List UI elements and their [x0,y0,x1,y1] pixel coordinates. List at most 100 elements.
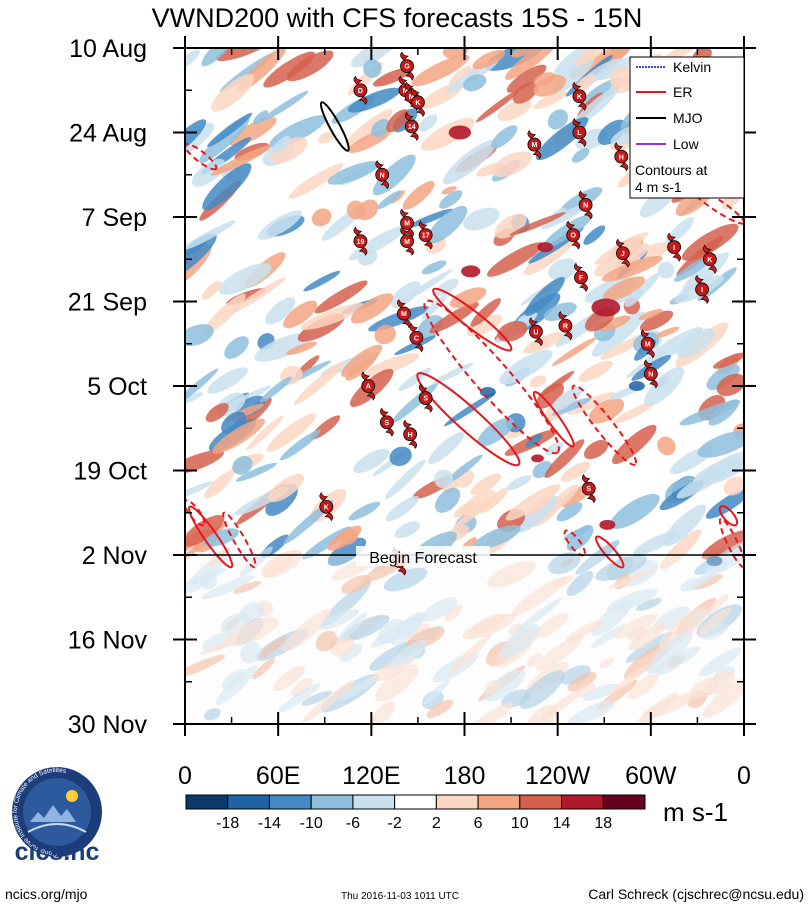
cyclone-icon [614,149,629,164]
colorbar-label: -18 [216,815,239,832]
anomaly-blob [712,352,744,369]
anomaly-blob [571,148,590,163]
anomaly-blob [267,473,304,503]
colorbar: -18 -14 -10 -6 -2 2 6 10 14 18 [185,794,646,832]
cyclone-icon [529,324,543,339]
y-tick-label: 2 Nov [82,542,148,570]
cyclone-tail-icon [572,81,587,111]
anomaly-blob [207,367,248,394]
storm-letter: G [404,64,410,71]
cyclone-icon [702,252,717,267]
cyclone-icon [558,318,573,333]
cyclone-tail-icon [527,129,542,160]
colorbar-unit: m s-1 [663,797,728,827]
cyclone-tail-icon [400,51,414,81]
storm-letter: N [583,203,588,210]
footer-timestamp: Thu 2016-11-03 1011 UTC [341,891,459,902]
cyclone-icon [353,234,368,249]
anomaly-blob [212,418,266,454]
colorbar-swatch [561,794,604,810]
anomaly-blob [486,242,544,277]
footer-url: ncics.org/mjo [5,886,88,902]
cyclone-tail-icon [379,407,394,437]
anomaly-blob [512,82,538,104]
er-contour [688,185,744,225]
anomaly-blob [442,48,471,59]
storm-letter: H [408,432,413,439]
anomaly-blob [505,48,558,80]
anomaly-blob [613,402,655,424]
cyclone-icon [397,306,411,321]
anomaly-blob [427,205,468,244]
anomaly-blob [611,424,657,465]
anomaly-blob [288,163,344,199]
y-tick-label: 10 Aug [69,35,147,63]
er-contour [185,142,218,171]
anomaly-blob [452,495,498,530]
anomaly-blob [371,119,391,137]
anomaly-blob [318,132,334,144]
storm-letter: R [563,323,568,330]
colorbar-swatch [394,794,437,810]
cyclone-icon [695,282,709,297]
anomaly-blob [697,430,744,458]
storm-marker: I [667,232,682,262]
anomaly-blob [350,293,394,324]
cyclone-icon [574,270,588,285]
anomaly-blob [444,392,496,427]
legend-mjo-label: MJO [673,110,703,126]
anomaly-blob [341,344,383,378]
cyclone-icon [409,330,424,345]
anomaly-blob [363,59,382,78]
logo-text: cics.nc [15,838,100,866]
storm-letter: 19 [357,239,365,246]
x-tick-label: 180 [444,762,486,790]
storm-marker: 14 [404,111,419,142]
anomaly-blob [263,51,316,88]
cyclone-icon [527,137,542,152]
anomaly-blob [517,495,559,533]
legend-note-line1: Contours at [635,162,707,178]
anomaly-blob [402,180,435,210]
anomaly-blob [229,116,277,147]
x-tick-label: 120E [342,762,400,790]
anomaly-blob [567,392,616,415]
cyclone-tail-icon [529,317,543,347]
colorbar-label: 14 [553,815,571,832]
colorbar-swatch [227,794,270,810]
anomaly-blob [723,476,744,496]
strong-negative-blob [628,381,645,391]
colorbar-swatch [435,794,479,810]
cyclone-tail-icon [581,474,596,504]
cyclone-icon [566,228,581,243]
anomaly-blob [286,341,317,356]
anomaly-blob [191,158,226,187]
cyclone-icon [418,228,433,243]
cyclone-tail-icon [640,329,655,359]
cyclone-tail-icon [353,75,368,105]
cyclone-tail-icon [667,232,682,262]
anomaly-blob [477,417,514,447]
er-contour [571,384,638,466]
anomaly-blob [185,220,236,251]
cyclone-tail-icon [558,311,573,341]
storm-letter: M [404,239,410,246]
storm-letter: U [533,329,538,336]
anomaly-blob [706,364,740,391]
anomaly-blob [609,66,633,88]
storm-marker: N [375,160,390,190]
anomaly-blob [526,496,550,516]
anomaly-blob [266,413,316,452]
y-tick-label: 30 Nov [68,711,148,739]
anomaly-blob [201,280,222,300]
anomaly-blob [638,308,663,321]
anomaly-blob [235,462,277,482]
anomaly-blob [442,139,497,185]
anomaly-blob [345,109,393,147]
anomaly-blob [185,481,214,506]
anomaly-blob [439,190,463,209]
anomaly-blob [294,360,346,405]
storm-letter: M [403,88,409,95]
storm-letter: F [579,275,584,282]
storm-marker: K [702,244,717,274]
